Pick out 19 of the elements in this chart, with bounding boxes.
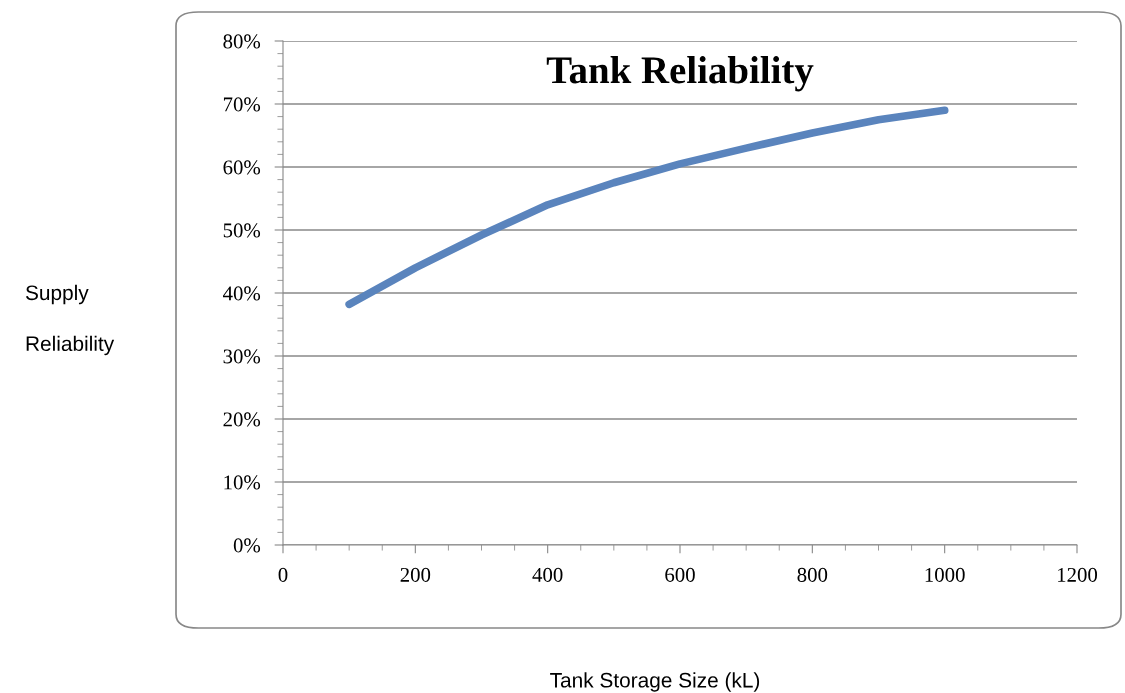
x-tick-label: 1000 [925, 567, 965, 582]
x-tick-label: 600 [665, 567, 695, 582]
y-tick-label: 20% [223, 412, 261, 427]
x-tick-label: 400 [532, 567, 563, 582]
chart-title: Tank Reliability [546, 56, 814, 92]
x-tick-label: 800 [797, 567, 828, 582]
x-tick-label: 200 [400, 567, 431, 582]
y-tick-label: 40% [223, 286, 261, 301]
y-tick-label: 80% [223, 34, 261, 49]
y-tick-label: 60% [223, 160, 261, 175]
x-tick-label: 1200 [1058, 567, 1098, 582]
x-tick-label: 0 [278, 567, 288, 582]
y-tick-label: 70% [223, 97, 261, 112]
y-tick-label: 10% [224, 475, 261, 490]
y-tick-label: 30% [223, 349, 261, 364]
y-tick-label: 0% [233, 538, 261, 553]
y-tick-label: 50% [223, 223, 261, 238]
text: Supply Reliability [25, 284, 115, 356]
x-axis-title: Tank Storage Size (kL) [550, 672, 760, 692]
